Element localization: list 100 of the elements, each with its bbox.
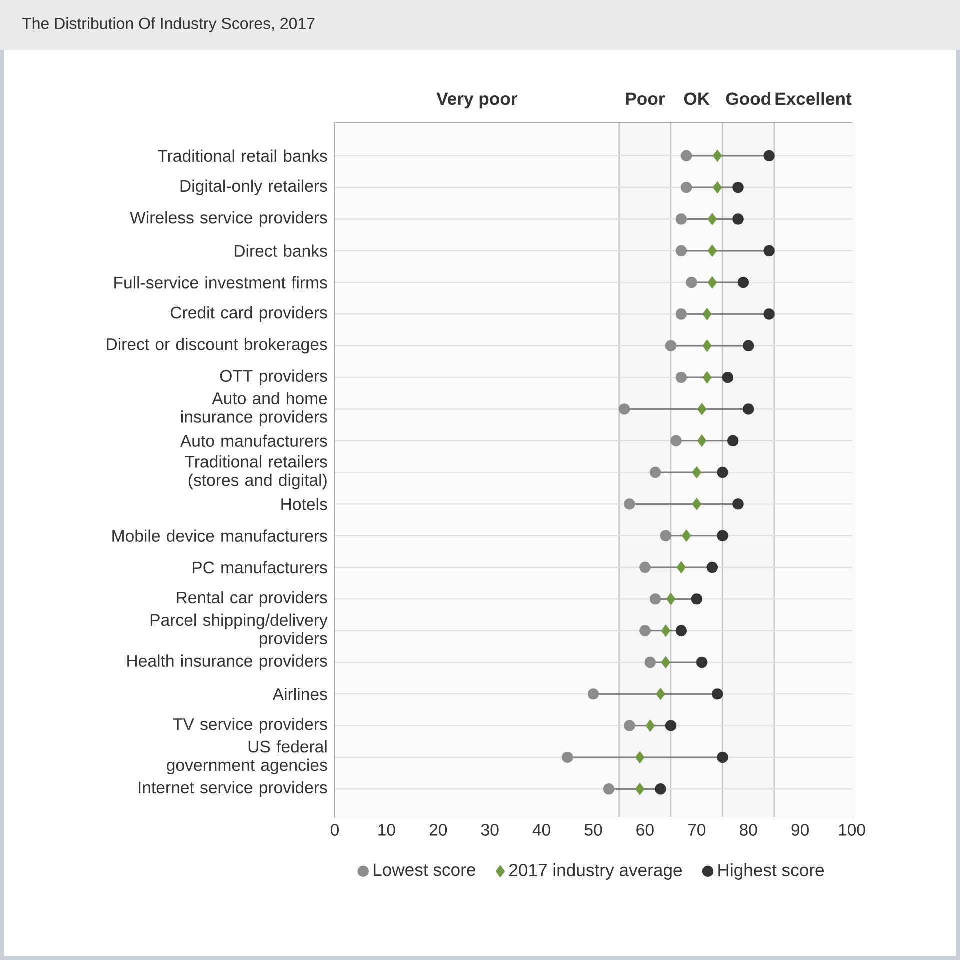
point xyxy=(624,720,636,732)
legend-label: 2017 industry average xyxy=(510,864,682,880)
y-tick-label: US federal government agencies xyxy=(167,740,328,775)
point xyxy=(727,435,739,446)
y-tick-label: Direct or discount brokerages xyxy=(107,338,328,354)
point xyxy=(656,688,666,700)
y-tick-label: Health insurance providers xyxy=(128,654,328,670)
point xyxy=(635,751,645,764)
band-label: Poor xyxy=(626,92,665,106)
point xyxy=(618,404,630,415)
point xyxy=(702,372,712,384)
point xyxy=(635,783,645,796)
y-tick-label: Credit card providers xyxy=(170,306,328,322)
point xyxy=(697,403,707,416)
point xyxy=(650,594,662,605)
y-tick-label: Airlines xyxy=(272,688,328,700)
point xyxy=(722,372,734,384)
point xyxy=(692,498,702,510)
point xyxy=(562,752,574,764)
x-tick-label: 30 xyxy=(481,824,499,836)
point xyxy=(742,404,754,415)
y-tick-label: Wireless service providers xyxy=(130,211,328,228)
x-tick-label: 80 xyxy=(740,824,758,836)
band-label: Good xyxy=(726,92,770,106)
y-tick-label: Mobile device manufacturers xyxy=(112,530,328,542)
point xyxy=(702,340,712,352)
point xyxy=(680,150,692,162)
point xyxy=(646,720,655,732)
point xyxy=(712,182,722,194)
point xyxy=(650,466,662,478)
point xyxy=(680,182,692,194)
point xyxy=(661,624,670,637)
point xyxy=(676,308,687,320)
point xyxy=(670,435,682,446)
point xyxy=(640,562,651,574)
point xyxy=(697,434,707,447)
y-tick-label: Direct banks xyxy=(235,244,328,258)
x-tick-label: 10 xyxy=(378,824,396,836)
x-tick-label: 40 xyxy=(532,824,550,836)
x-tick-label: 20 xyxy=(430,824,448,836)
x-tick-label: 0 xyxy=(330,824,340,836)
x-tick-label: 50 xyxy=(584,824,602,836)
point xyxy=(624,498,636,510)
point xyxy=(686,276,698,288)
x-tick-label: 60 xyxy=(636,824,654,836)
point xyxy=(732,214,744,225)
point xyxy=(676,562,686,574)
y-tick-label: Internet service providers xyxy=(138,781,328,797)
point xyxy=(676,214,687,225)
point xyxy=(717,752,728,764)
point xyxy=(717,466,728,478)
point xyxy=(702,308,712,320)
x-tick-label: 70 xyxy=(688,824,706,836)
point xyxy=(676,372,687,384)
point xyxy=(764,308,775,320)
point xyxy=(732,498,744,510)
point xyxy=(712,688,724,700)
point xyxy=(661,656,670,668)
point xyxy=(708,244,718,257)
y-tick-label: TV service providers xyxy=(173,718,328,734)
y-tick-label: Auto manufacturers xyxy=(180,434,328,448)
band-label: Excellent xyxy=(776,92,852,106)
x-tick-label: 100 xyxy=(839,824,866,836)
y-tick-label: Auto and home insurance providers xyxy=(182,392,328,426)
point xyxy=(764,245,775,257)
text: The Distribution Of Industry Scores, 2017 xyxy=(22,18,315,32)
x-tick-label: 90 xyxy=(792,824,809,836)
y-tick-label: Traditional retail banks xyxy=(158,150,328,162)
point xyxy=(742,340,754,352)
y-tick-label: Parcel shipping/delivery providers xyxy=(150,614,328,648)
point xyxy=(708,276,718,289)
y-tick-label: Digital-only retailers xyxy=(180,180,328,196)
point xyxy=(738,276,750,288)
point xyxy=(666,593,676,606)
y-tick-label: Full-service investment firms xyxy=(114,276,328,289)
point xyxy=(676,245,687,257)
point xyxy=(676,625,687,636)
band-label: Very poor xyxy=(436,92,518,109)
y-tick-label: OTT providers xyxy=(220,370,328,386)
band-label: OK xyxy=(684,92,710,106)
point xyxy=(655,784,666,795)
y-tick-label: Traditional retailers (stores and digital) xyxy=(185,456,328,490)
y-tick-label: Hotels xyxy=(282,498,328,510)
point xyxy=(696,656,708,668)
point xyxy=(717,530,728,542)
point xyxy=(691,594,702,605)
y-tick-label: Rental car providers xyxy=(177,591,328,608)
point xyxy=(665,340,677,352)
point xyxy=(640,625,651,636)
point xyxy=(682,530,692,542)
point xyxy=(644,656,656,668)
point xyxy=(712,150,722,162)
legend-label: Lowest score xyxy=(374,864,476,876)
point xyxy=(665,720,677,732)
point xyxy=(603,784,615,795)
point xyxy=(708,213,718,226)
point xyxy=(764,150,775,162)
point xyxy=(588,688,600,700)
point xyxy=(660,530,672,542)
legend-label: Highest score xyxy=(718,864,824,880)
